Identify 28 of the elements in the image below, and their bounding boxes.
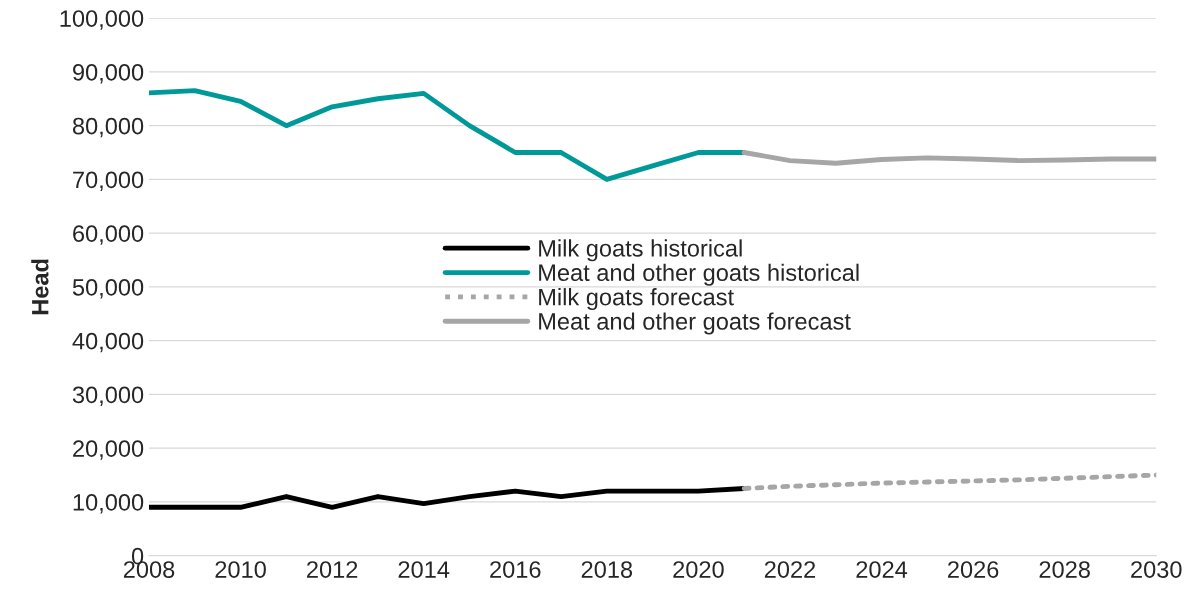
y-axis-title: Head — [31, 259, 49, 315]
y-tick-label: 50,000 — [72, 278, 144, 299]
y-tick-label: 10,000 — [73, 493, 144, 514]
y-tick-label: 70,000 — [73, 171, 144, 191]
x-tick-label: 2026 — [948, 561, 999, 578]
y-tick-label: 80,000 — [72, 117, 144, 138]
y-tick-label: 60,000 — [73, 225, 144, 245]
y-tick-label: 20,000 — [73, 440, 144, 460]
legend-label: Milk goats historical — [539, 239, 742, 262]
y-tick-label: 30,000 — [72, 386, 144, 406]
x-tick-label: 2018 — [581, 561, 633, 578]
x-tick-label: 2016 — [490, 561, 541, 578]
legend-label: Meat and other goats historical — [539, 263, 859, 286]
x-tick-label: 2012 — [307, 561, 358, 578]
y-tick-label: 90,000 — [73, 63, 144, 84]
x-tick-label: 2010 — [215, 561, 266, 578]
y-tick-label: 100,000 — [60, 10, 144, 30]
line-series — [741, 150, 1157, 166]
x-tick-label: 2024 — [856, 561, 908, 578]
legend-label: Meat and other goats forecast — [539, 312, 851, 335]
legend-label: Milk goats forecast — [539, 288, 734, 311]
x-tick-label: 2022 — [764, 561, 816, 578]
x-tick-label: 2030 — [1131, 561, 1182, 578]
x-tick-label: 2028 — [1039, 561, 1090, 578]
x-tick-label: 2020 — [673, 561, 724, 578]
y-tick-label: 40,000 — [72, 332, 144, 353]
x-tick-label: 2014 — [398, 561, 450, 578]
line-series — [741, 472, 1157, 491]
